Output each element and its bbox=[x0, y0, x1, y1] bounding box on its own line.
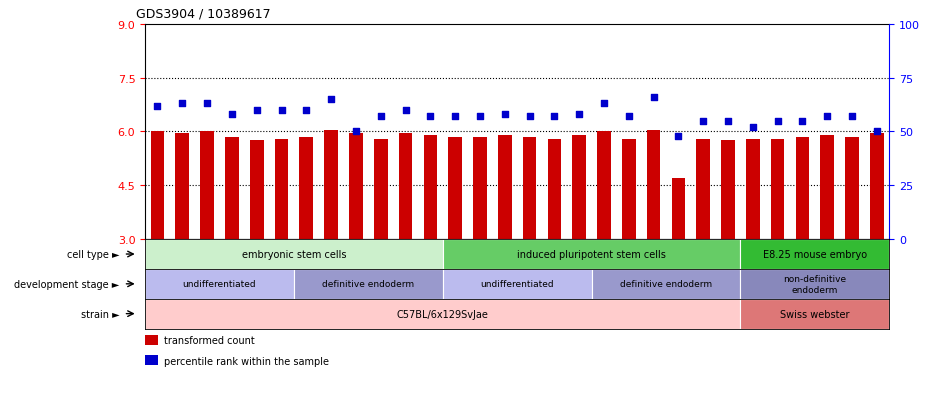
Bar bbox=[225, 138, 239, 240]
Point bbox=[622, 114, 636, 121]
Bar bbox=[820, 136, 834, 240]
Point bbox=[596, 101, 611, 107]
Bar bbox=[647, 131, 661, 240]
Text: induced pluripotent stem cells: induced pluripotent stem cells bbox=[517, 249, 666, 259]
Point bbox=[249, 107, 264, 114]
Bar bbox=[145, 355, 158, 366]
Text: Swiss webster: Swiss webster bbox=[780, 309, 850, 319]
Bar bbox=[200, 132, 214, 240]
Point bbox=[150, 103, 165, 110]
Point bbox=[770, 118, 785, 125]
Bar bbox=[548, 139, 562, 240]
Text: definitive endoderm: definitive endoderm bbox=[322, 280, 415, 289]
Point bbox=[199, 101, 214, 107]
Point bbox=[497, 112, 512, 118]
Bar bbox=[145, 335, 158, 345]
Point bbox=[175, 101, 190, 107]
Bar bbox=[796, 138, 810, 240]
Text: strain ►: strain ► bbox=[80, 309, 120, 319]
Bar bbox=[597, 132, 611, 240]
Point bbox=[695, 118, 710, 125]
Point bbox=[870, 129, 885, 135]
Bar bbox=[349, 134, 363, 240]
Bar bbox=[671, 179, 685, 240]
Point bbox=[671, 133, 686, 140]
Text: non-definitive
endoderm: non-definitive endoderm bbox=[783, 275, 846, 294]
Bar bbox=[373, 139, 388, 240]
Bar bbox=[423, 136, 437, 240]
Bar bbox=[145, 299, 740, 329]
Bar bbox=[622, 139, 636, 240]
Bar bbox=[300, 138, 314, 240]
Bar bbox=[498, 136, 512, 240]
Bar bbox=[175, 134, 189, 240]
Point bbox=[398, 107, 413, 114]
Bar bbox=[740, 269, 889, 299]
Bar bbox=[721, 141, 735, 240]
Point bbox=[646, 95, 661, 101]
Bar bbox=[696, 139, 710, 240]
Text: undifferentiated: undifferentiated bbox=[480, 280, 554, 289]
Point bbox=[423, 114, 438, 121]
Point bbox=[820, 114, 835, 121]
Point bbox=[373, 114, 388, 121]
Bar bbox=[522, 138, 536, 240]
Point bbox=[447, 114, 462, 121]
Point bbox=[225, 112, 240, 118]
Point bbox=[795, 118, 810, 125]
Bar bbox=[145, 269, 294, 299]
Point bbox=[522, 114, 537, 121]
Point bbox=[324, 97, 339, 103]
Bar bbox=[770, 139, 784, 240]
Bar bbox=[443, 269, 592, 299]
Point bbox=[348, 129, 363, 135]
Text: C57BL/6x129SvJae: C57BL/6x129SvJae bbox=[397, 309, 489, 319]
Bar bbox=[572, 136, 586, 240]
Bar bbox=[151, 132, 165, 240]
Bar bbox=[845, 138, 859, 240]
Bar bbox=[294, 269, 443, 299]
Text: undifferentiated: undifferentiated bbox=[183, 280, 256, 289]
Bar bbox=[443, 240, 740, 269]
Text: definitive endoderm: definitive endoderm bbox=[620, 280, 712, 289]
Bar bbox=[740, 240, 889, 269]
Bar bbox=[473, 138, 487, 240]
Text: E8.25 mouse embryo: E8.25 mouse embryo bbox=[763, 249, 867, 259]
Bar bbox=[746, 139, 760, 240]
Point bbox=[572, 112, 587, 118]
Bar bbox=[399, 134, 413, 240]
Point bbox=[844, 114, 859, 121]
Bar bbox=[250, 141, 264, 240]
Point bbox=[274, 107, 289, 114]
Text: percentile rank within the sample: percentile rank within the sample bbox=[164, 356, 329, 366]
Text: cell type ►: cell type ► bbox=[66, 249, 120, 259]
Bar bbox=[448, 138, 462, 240]
Bar bbox=[324, 131, 338, 240]
Bar bbox=[274, 139, 288, 240]
Bar bbox=[592, 269, 740, 299]
Text: GDS3904 / 10389617: GDS3904 / 10389617 bbox=[136, 8, 271, 21]
Bar bbox=[740, 299, 889, 329]
Point bbox=[547, 114, 562, 121]
Point bbox=[745, 125, 760, 131]
Point bbox=[299, 107, 314, 114]
Bar bbox=[145, 240, 443, 269]
Bar bbox=[870, 134, 884, 240]
Point bbox=[721, 118, 736, 125]
Text: transformed count: transformed count bbox=[164, 335, 255, 345]
Text: embryonic stem cells: embryonic stem cells bbox=[241, 249, 346, 259]
Point bbox=[473, 114, 488, 121]
Text: development stage ►: development stage ► bbox=[14, 279, 120, 289]
